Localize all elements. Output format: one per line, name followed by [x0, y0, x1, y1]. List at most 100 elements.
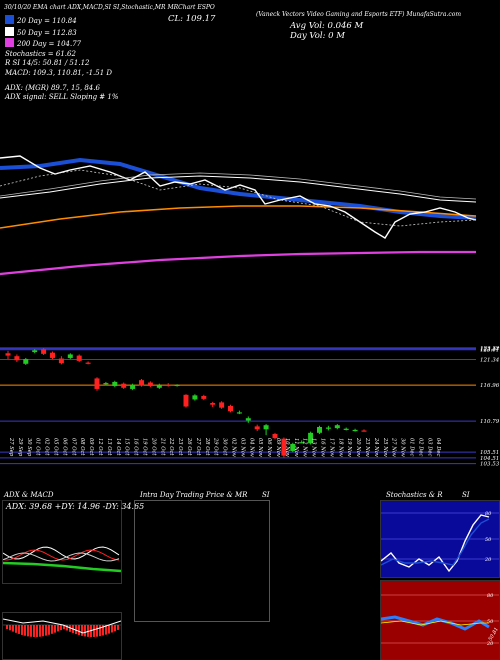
candle-body [361, 430, 367, 432]
candle-body [201, 395, 207, 399]
close-price: CL: 109.17 [168, 14, 216, 24]
minus-di-line [3, 549, 120, 561]
candle-body [183, 394, 189, 407]
ema-orange-line [0, 205, 477, 229]
x-date-label: 02 Oct [44, 438, 50, 456]
si-level-label: 50 [487, 619, 494, 625]
macd-hist-bar [45, 625, 47, 636]
x-date-label: 01 Oct [35, 438, 41, 456]
x-date-label: 02 Dec [417, 438, 423, 456]
ma50-label: 50 Day = 112.83 [17, 28, 77, 37]
x-date-label: 19 Oct [142, 438, 148, 456]
si-panel: 80 50 20 50.81 [380, 580, 500, 660]
macd-hist-bar [105, 625, 107, 635]
price-level-label: 105.51 [480, 450, 499, 456]
price-close-line [0, 155, 477, 239]
stoch-level-label: 80 [485, 511, 492, 517]
macd-hist-bar [60, 625, 62, 631]
candle-body [308, 432, 314, 444]
x-date-label: 23 Nov [364, 437, 370, 457]
ma50-inner-line [0, 172, 477, 200]
candle-body [334, 425, 340, 429]
ma20-label: 20 Day = 110.84 [17, 17, 77, 25]
macd-hist-bar [63, 625, 65, 630]
ema-dotted-line [0, 169, 477, 227]
stoch-level-label: 20 [484, 557, 492, 563]
macd-hist-bar [78, 625, 80, 636]
ma20-line [0, 157, 477, 220]
candle-body [352, 429, 358, 432]
candle-body [192, 395, 198, 400]
x-date-label: 30 Oct [222, 438, 228, 456]
x-date-label: 01 Dec [409, 438, 415, 456]
fund-name: (Vaneck Vectors Video Gaming and Esports… [256, 11, 462, 18]
legend-ma20: 20 Day = 110.84 [5, 15, 119, 27]
price-level-label: 116.96 [480, 383, 500, 389]
candle-body [245, 418, 251, 421]
x-date-label: 16 Nov [320, 438, 326, 457]
x-date-label: 16 Oct [133, 438, 139, 456]
adx-readout: ADX: (MGR) 89.7, 15, 84.6 [5, 83, 100, 92]
candle-body [272, 433, 278, 439]
x-date-label: 21 Oct [159, 437, 165, 456]
ma200-label: 200 Day = 104.77 [17, 40, 82, 49]
intraday-si-label: SI [262, 491, 270, 499]
price-level-label: 123.01 [480, 348, 499, 354]
price-level-label: 121.34 [480, 357, 500, 363]
candle-body [41, 349, 47, 354]
macd-hist-bar [39, 625, 41, 637]
candle-body [174, 384, 180, 387]
macd-hist-bar [24, 625, 26, 636]
candle-body [325, 427, 331, 429]
macd-hist-bar [102, 625, 104, 636]
x-date-label: 20 Nov [355, 437, 361, 457]
x-date-label: 20 Oct [150, 437, 156, 456]
macd-hist-bar [81, 625, 83, 636]
candle-body [121, 383, 127, 388]
macd-hist-bar [48, 625, 50, 635]
x-date-label: 25 Nov [382, 437, 388, 457]
candle-body [139, 380, 144, 386]
macd-hist-bar [84, 625, 86, 637]
stoch-level-label: 50 [485, 537, 492, 543]
price-level-label: 104.51 [480, 456, 499, 462]
x-date-label: 07 Oct [70, 438, 76, 456]
candle-body [67, 354, 73, 358]
x-date-label: 04 Dec [435, 438, 441, 456]
stochastics-lines: 80 50 20 [381, 511, 499, 573]
candle-body [290, 443, 296, 451]
x-date-label: 29 Sep [17, 437, 23, 457]
candle-body [156, 384, 162, 388]
x-date-label: 27 Nov [391, 437, 397, 457]
average-volume: Avg Vol: 0.046 M [290, 21, 364, 31]
x-date-label: 03 Nov [239, 438, 245, 457]
price-level-label: 103.53 [480, 462, 500, 468]
macd-hist-bar [18, 625, 20, 634]
candle-body [14, 356, 20, 361]
macd-hist-bar [66, 625, 68, 631]
candle-body [228, 405, 233, 412]
macd-hist-bar [54, 625, 56, 633]
macd-hist-bar [99, 625, 101, 637]
si-level-label: 80 [487, 593, 494, 599]
price-level-label: 123.17 [480, 347, 500, 353]
x-date-label: 22 Oct [168, 437, 174, 456]
x-date-label: 29 Oct [213, 437, 219, 456]
x-date-label: 13 Oct [106, 438, 112, 456]
macd-hist-bar [57, 625, 59, 632]
x-date-label: 12 Oct [97, 438, 103, 456]
adx-signal: ADX signal: SELL Sloping # 1% [5, 93, 119, 102]
macd-hist-bar [108, 625, 110, 634]
plus-di-line [3, 552, 120, 562]
macd-panel [2, 612, 122, 660]
candle-body [32, 350, 38, 353]
candle-body [263, 425, 269, 430]
candle-body [254, 426, 260, 430]
macd-readout: MACD: 109.3, 110.81, -1.51 D [5, 68, 112, 77]
x-date-label: 06 Nov [266, 438, 272, 457]
si-readout: R SI 14/5: 50.81 / 51.12 [5, 59, 90, 68]
legend-ma200: 200 Day = 104.77 [5, 38, 119, 50]
si-signal-line [381, 620, 489, 626]
macd-hist-bar [69, 625, 71, 632]
macd-hist-bar [30, 625, 32, 637]
